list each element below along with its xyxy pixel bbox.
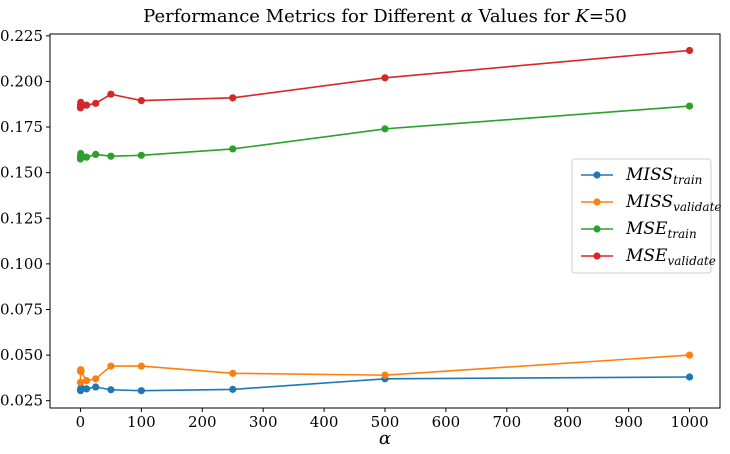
- data-point: [107, 90, 115, 98]
- data-point: [381, 74, 389, 82]
- data-point: [107, 362, 115, 370]
- y-tick-label: 0.100: [0, 255, 43, 273]
- data-point: [229, 369, 237, 377]
- data-point: [82, 385, 91, 393]
- y-tick-label: 0.050: [0, 346, 43, 364]
- plot-area: 0 100 200 300 400 500 600 700 800 900 1000 0.025 0.0…: [0, 27, 721, 431]
- data-point: [137, 387, 145, 395]
- data-point: [77, 384, 85, 392]
- x-tick-label: 800: [553, 413, 582, 431]
- legend-marker: [593, 225, 601, 233]
- data-point: [92, 375, 100, 383]
- x-tick-label: 300: [249, 413, 278, 431]
- x-axis-label: α: [379, 428, 391, 449]
- series-line-mse-train: [79, 105, 690, 159]
- y-tick-label: 0.150: [0, 164, 43, 182]
- data-point: [82, 377, 91, 385]
- data-point: [137, 96, 145, 105]
- data-point: [82, 101, 91, 109]
- data-point: [137, 362, 145, 370]
- data-point: [82, 153, 91, 161]
- x-tick-label: 600: [432, 413, 461, 431]
- y-tick-label: 0.075: [0, 300, 43, 318]
- data-point: [76, 378, 85, 387]
- legend-label: MISSvalidate: [625, 192, 722, 214]
- data-point: [685, 351, 694, 359]
- data-point: [107, 386, 115, 394]
- data-point: [107, 152, 115, 160]
- legend-label: MISStrain: [625, 165, 702, 187]
- data-point: [685, 373, 694, 381]
- data-point: [77, 103, 85, 111]
- data-point: [229, 94, 237, 102]
- x-tick-label: 100: [127, 413, 156, 431]
- data-point: [229, 385, 237, 393]
- y-tick-label: 0.225: [0, 27, 43, 45]
- y-tick-label: 0.025: [0, 392, 43, 410]
- legend-box: [571, 158, 712, 274]
- data-point: [77, 152, 85, 160]
- x-tick-label: 700: [492, 413, 521, 431]
- data-point: [77, 367, 85, 376]
- data-point: [381, 125, 389, 133]
- data-point: [685, 46, 694, 55]
- x-tick-label: 1000: [670, 413, 708, 431]
- x-tick-label: 500: [371, 413, 400, 431]
- data-point: [92, 383, 100, 391]
- x-tick-label: 400: [310, 413, 339, 431]
- legend-marker: [593, 198, 601, 206]
- x-tick-label: 200: [188, 413, 217, 431]
- x-tick-label: 0: [76, 413, 86, 431]
- x-tick-label: 900: [614, 413, 643, 431]
- data-point: [229, 145, 237, 153]
- legend-marker: [593, 252, 601, 260]
- data-point: [137, 151, 145, 159]
- data-point: [381, 371, 389, 379]
- data-point: [92, 99, 100, 107]
- y-tick-label: 0.200: [0, 72, 43, 90]
- data-point: [92, 150, 100, 159]
- legend-label: MSEvalidate: [625, 246, 716, 268]
- y-tick-label: 0.125: [0, 209, 43, 227]
- y-tick-label: 0.175: [0, 118, 43, 136]
- data-point: [685, 102, 694, 110]
- legend: MISStrain MISSvalidate MSEtrain MSEvalidate: [571, 158, 722, 274]
- legend-label: MSEtrain: [625, 219, 697, 241]
- chart-title: Performance Metrics for Different α Valu…: [143, 6, 627, 27]
- legend-marker: [593, 171, 601, 179]
